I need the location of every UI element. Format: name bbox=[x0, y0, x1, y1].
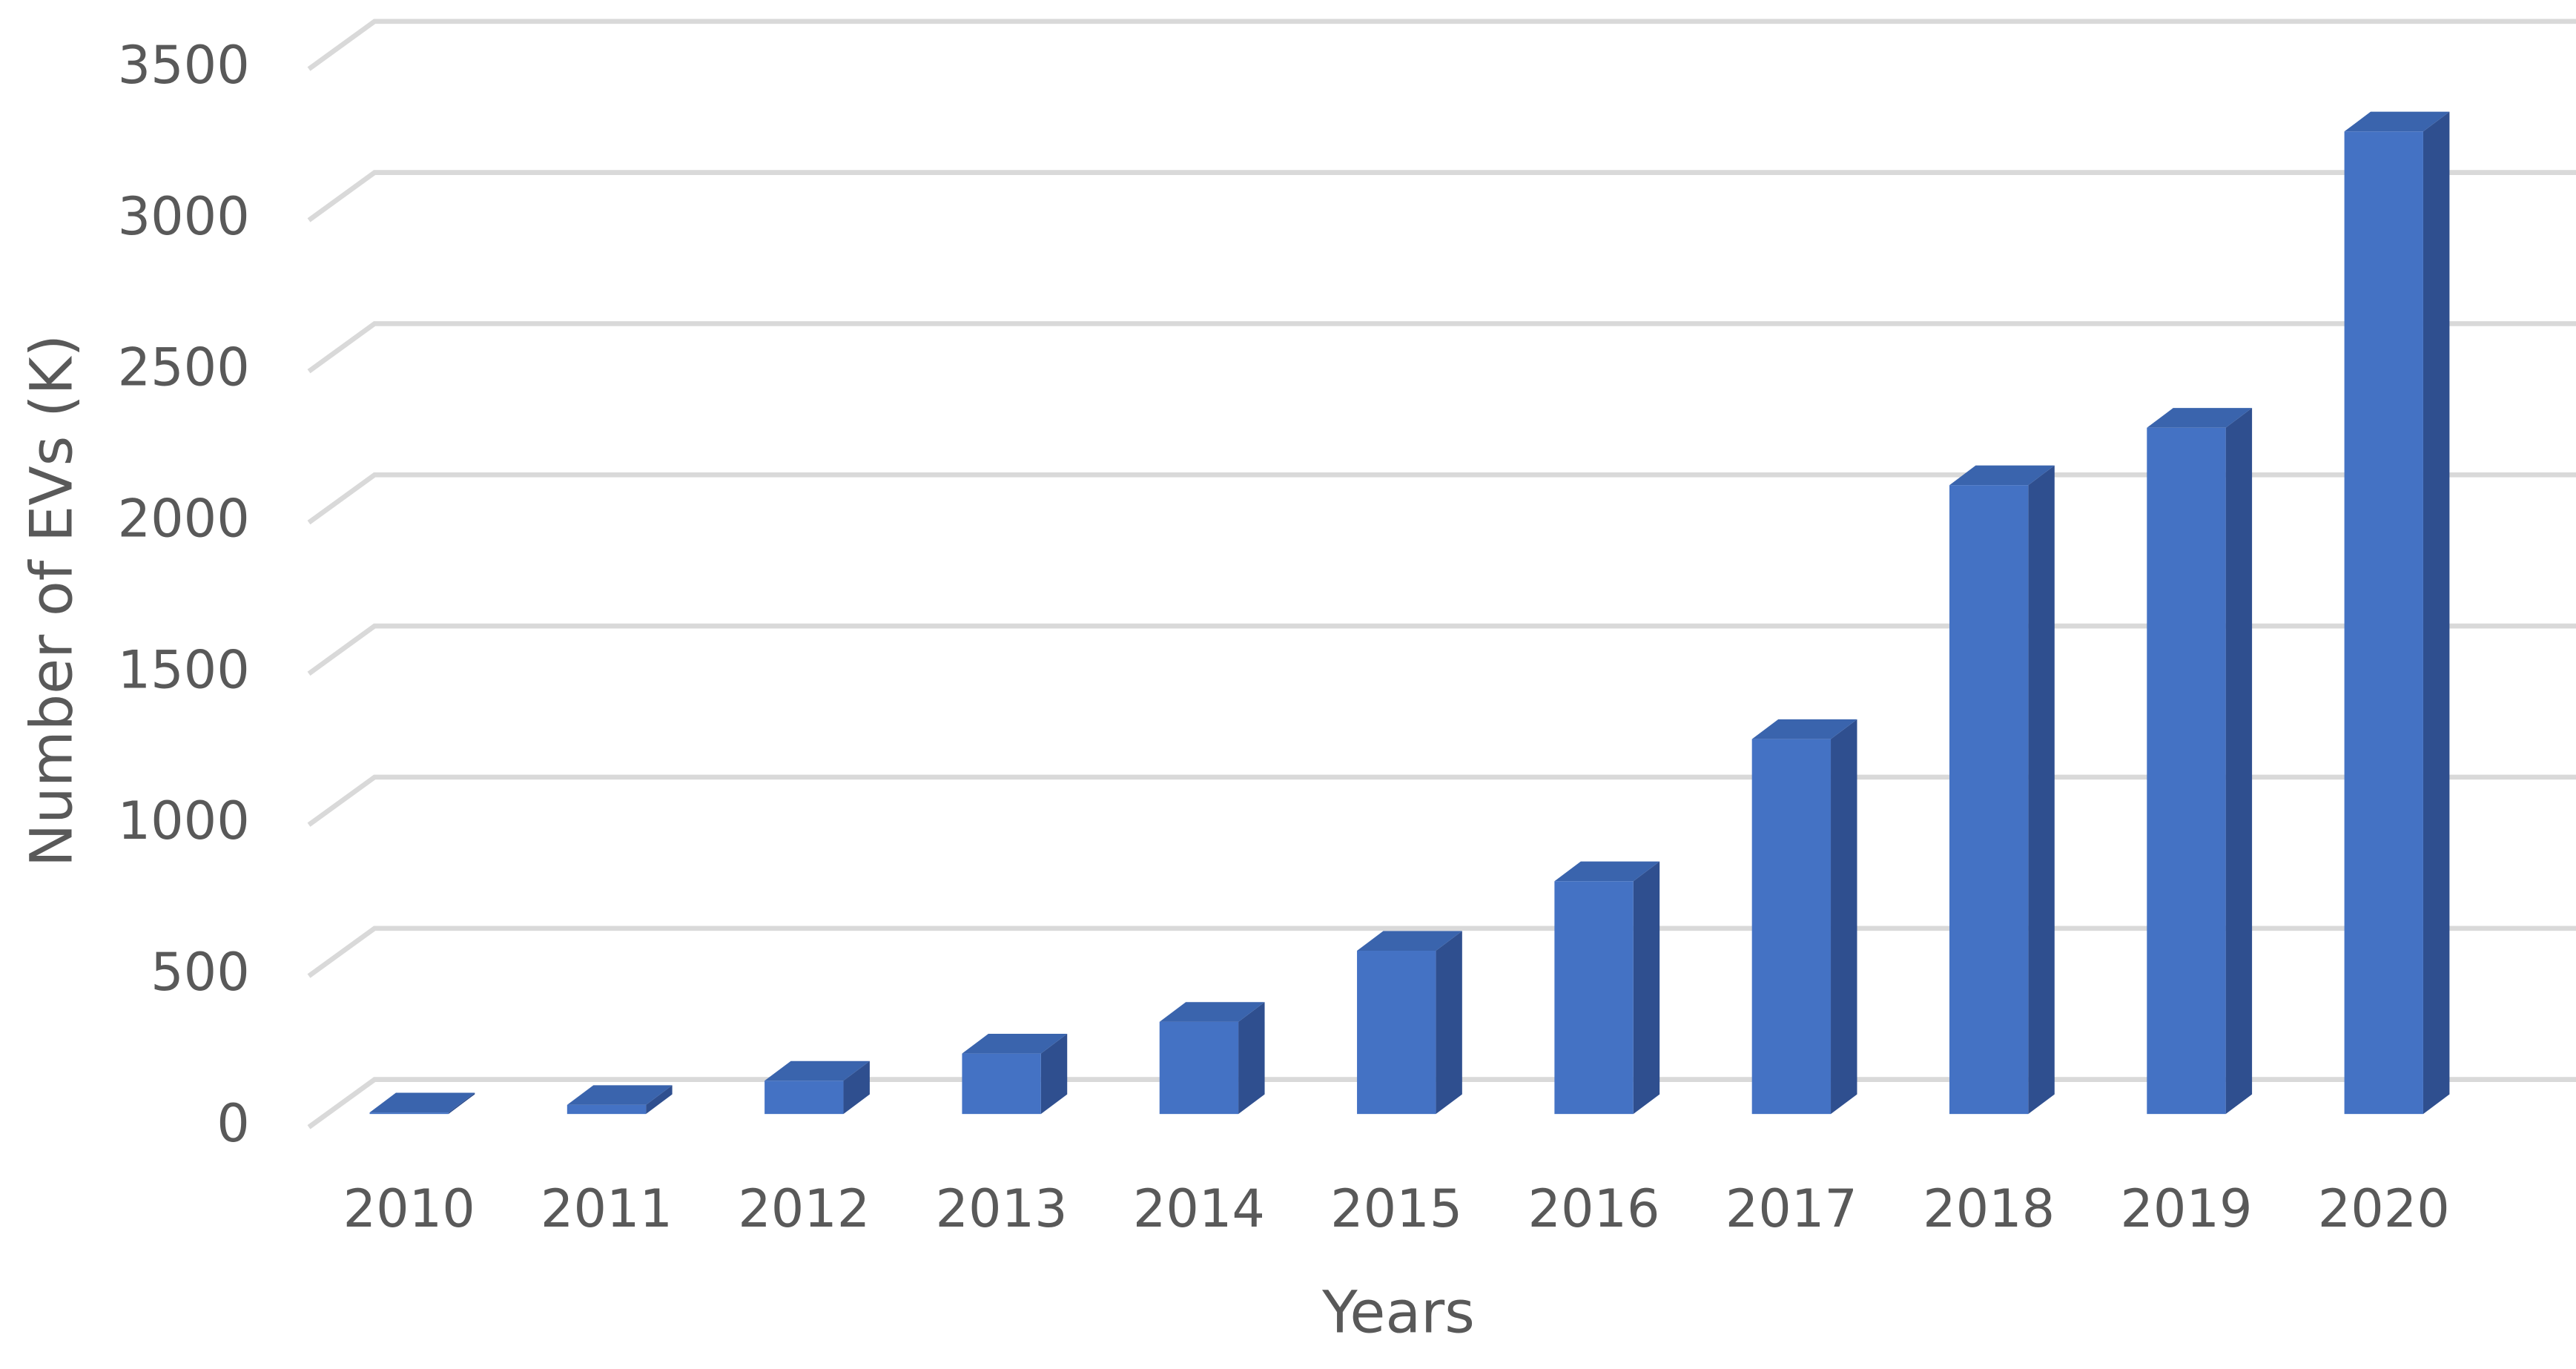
bar-side bbox=[1436, 931, 1462, 1115]
bar-side bbox=[2423, 111, 2450, 1115]
bar-top bbox=[2147, 408, 2253, 428]
bar-side bbox=[1040, 1034, 1068, 1115]
bar-top bbox=[1751, 719, 1857, 739]
bar-top bbox=[567, 1085, 673, 1105]
y-tick-label: 1500 bbox=[118, 639, 250, 700]
bar-side bbox=[646, 1085, 673, 1115]
y-tick-label: 3500 bbox=[118, 35, 250, 96]
y-tick-label: 500 bbox=[151, 942, 250, 1003]
bar-side bbox=[2028, 465, 2055, 1115]
bar-top bbox=[1357, 931, 1462, 951]
bar-top bbox=[1949, 465, 2055, 486]
bar-top bbox=[764, 1060, 870, 1081]
bar-side bbox=[1633, 861, 1660, 1115]
x-axis-title: Years bbox=[1321, 1279, 1475, 1346]
y-tick-label: 2500 bbox=[118, 337, 250, 398]
bar-top bbox=[1554, 861, 1660, 882]
x-tick-label: 2010 bbox=[343, 1178, 475, 1239]
bar-side bbox=[1238, 1002, 1265, 1115]
bar bbox=[1751, 739, 1832, 1115]
bar bbox=[1159, 1021, 1239, 1115]
bar bbox=[962, 1053, 1041, 1115]
y-tick-label: 0 bbox=[217, 1093, 250, 1154]
bar-top bbox=[2344, 111, 2450, 132]
x-tick-label: 2016 bbox=[1528, 1178, 1659, 1239]
x-tick-label: 2013 bbox=[936, 1178, 1068, 1239]
bar bbox=[2344, 131, 2423, 1115]
bar-side bbox=[843, 1060, 870, 1115]
x-tick-label: 2015 bbox=[1330, 1178, 1462, 1239]
grid-line bbox=[307, 19, 2576, 71]
bar bbox=[1357, 951, 1436, 1115]
bar-side bbox=[2225, 408, 2253, 1115]
x-tick-label: 2020 bbox=[2318, 1178, 2450, 1239]
bar bbox=[1554, 881, 1634, 1115]
bar bbox=[567, 1104, 647, 1115]
bar-top bbox=[369, 1092, 475, 1113]
bar bbox=[369, 1112, 449, 1115]
x-tick-label: 2018 bbox=[1923, 1178, 2055, 1239]
y-tick-label: 1000 bbox=[118, 791, 250, 851]
x-tick-label: 2019 bbox=[2120, 1178, 2252, 1239]
x-tick-label: 2012 bbox=[738, 1178, 870, 1239]
x-tick-label: 2014 bbox=[1133, 1178, 1265, 1239]
bar-side bbox=[448, 1092, 475, 1115]
grid-line bbox=[307, 623, 2576, 676]
grid-line bbox=[307, 472, 2576, 525]
y-tick-label: 3000 bbox=[118, 186, 250, 247]
y-axis-title: Number of EVs (K) bbox=[19, 334, 85, 867]
grid-line bbox=[307, 170, 2576, 222]
bar bbox=[764, 1081, 844, 1115]
bar-side bbox=[1831, 719, 1857, 1115]
bar bbox=[1949, 485, 2029, 1115]
y-tick-label: 2000 bbox=[118, 489, 250, 550]
bar-top bbox=[1159, 1002, 1265, 1022]
grid-line bbox=[307, 321, 2576, 374]
bar bbox=[2147, 427, 2226, 1115]
x-tick-label: 2017 bbox=[1725, 1178, 1857, 1239]
bar-top bbox=[962, 1034, 1068, 1054]
x-tick-label: 2011 bbox=[541, 1178, 673, 1239]
